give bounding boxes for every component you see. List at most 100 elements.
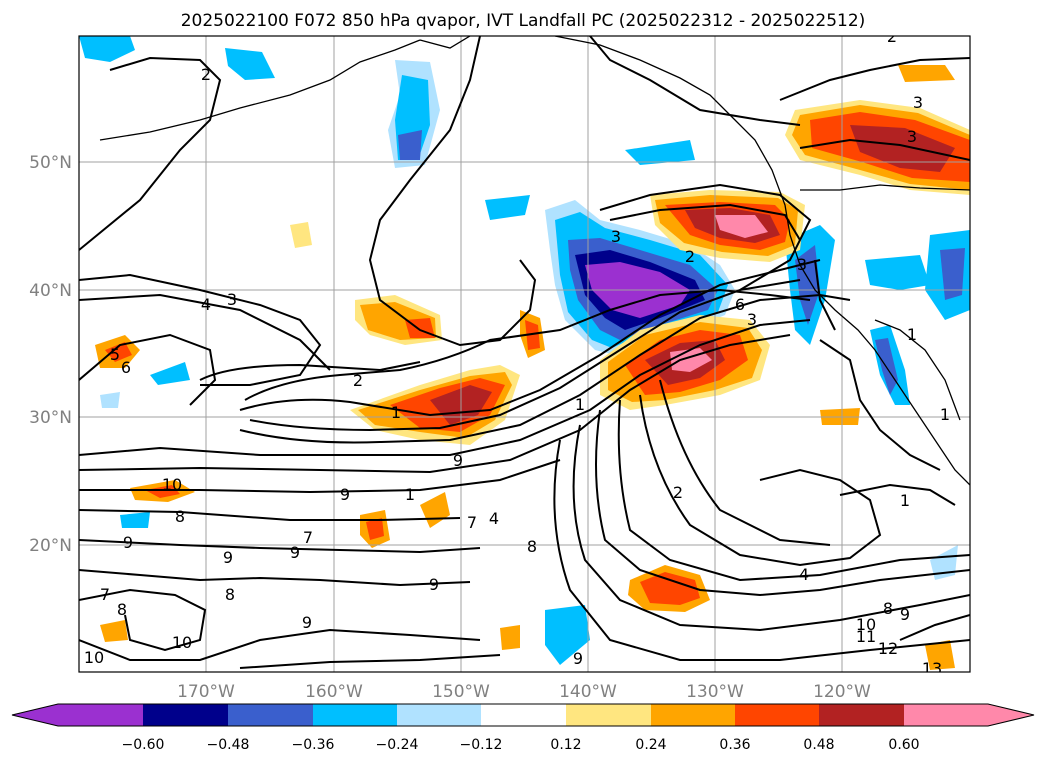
contour-label: 7 — [100, 585, 110, 604]
red-shade — [366, 518, 384, 540]
contour-line — [553, 439, 970, 661]
colorbar-tick: −0.60 — [122, 737, 165, 753]
contour-line — [617, 399, 970, 582]
contour-label: 13 — [922, 659, 942, 678]
contour-line — [599, 183, 812, 291]
contour-line — [899, 614, 970, 641]
colorbar-segment — [228, 704, 313, 726]
contour-labels: 2 3 4 3 5 6 2 1 9 9 1 10 8 9 9 9 7 8 7 4… — [84, 27, 950, 678]
contour-line — [79, 588, 207, 652]
contour-line — [79, 273, 322, 386]
red-shade — [105, 342, 132, 362]
map-content: 2 3 4 3 5 6 2 1 9 9 1 10 8 9 9 9 7 8 7 4… — [79, 27, 970, 678]
contour-label: 3 — [913, 93, 923, 112]
colorbar-tick: 0.48 — [803, 737, 834, 753]
contour-line — [79, 56, 222, 251]
colorbar-segment — [566, 704, 651, 726]
contour-line — [814, 259, 836, 331]
lon-tick: 150°W — [432, 682, 490, 702]
colorbar-segment — [481, 704, 566, 726]
lightblue-shade — [100, 392, 120, 408]
colorbar-tick: 0.60 — [888, 737, 919, 753]
contour-label: 9 — [290, 543, 300, 562]
contour-label: 4 — [799, 565, 809, 584]
contour-label: 11 — [856, 627, 876, 646]
contour-label: 5 — [110, 345, 120, 364]
lat-tick: 20°N — [29, 536, 72, 556]
contour-line — [639, 394, 882, 567]
contour-label: 9 — [573, 649, 583, 668]
contour-line — [595, 409, 970, 597]
contour-label: 8 — [527, 537, 537, 556]
contour-line — [244, 288, 811, 401]
red-shade — [145, 485, 180, 498]
contour-label: 9 — [223, 548, 233, 567]
lon-tick: 170°W — [177, 682, 235, 702]
contour-label: 4 — [201, 295, 211, 314]
contour-line — [609, 203, 801, 241]
colorbar-segment — [313, 704, 397, 726]
colorbar-tick: 0.12 — [550, 737, 581, 753]
aleutian-coast — [99, 39, 421, 141]
contour-label: 2 — [201, 65, 211, 84]
contour-line — [79, 319, 811, 456]
contour-label: 9 — [900, 605, 910, 624]
contour-line — [239, 654, 501, 669]
contour-label: 9 — [123, 533, 133, 552]
lat-tick-labels: 50°N 40°N 30°N 20°N — [29, 153, 72, 556]
red-shade — [525, 320, 540, 350]
colorbar-outline — [11, 703, 1035, 727]
lat-tick: 50°N — [29, 153, 72, 173]
contour-label: 9 — [340, 485, 350, 504]
colorbar-segment — [58, 704, 143, 726]
contour-label: 7 — [303, 528, 313, 547]
contour-label: 1 — [405, 485, 415, 504]
orange-shade — [100, 620, 128, 642]
colorbar-tick: −0.24 — [376, 737, 419, 753]
pink-shade — [715, 215, 768, 238]
contour-line — [79, 569, 471, 587]
contour-label: 2 — [673, 483, 683, 502]
contour-line — [239, 259, 821, 417]
lon-tick: 120°W — [813, 682, 871, 702]
yellow-shade — [290, 222, 312, 248]
contour-label: 2 — [685, 247, 695, 266]
contour-label: 12 — [878, 639, 898, 658]
darkred-shade — [850, 125, 955, 172]
contour-label: 1 — [907, 325, 917, 344]
contour-label: 9 — [302, 613, 312, 632]
lon-tick: 130°W — [686, 682, 744, 702]
contour-label: 3 — [797, 255, 807, 274]
colorbar-tick: −0.36 — [292, 737, 335, 753]
lon-tick-labels: 170°W 160°W 150°W 140°W 130°W 120°W — [177, 682, 871, 702]
contour-label: 8 — [175, 507, 185, 526]
contour-label: 10 — [856, 615, 876, 634]
blue-shade — [225, 48, 275, 80]
contour-line — [79, 459, 561, 494]
contour-label: 8 — [117, 600, 127, 619]
contour-label: 3 — [907, 127, 917, 146]
graticule — [79, 36, 970, 672]
contour-label: 6 — [121, 358, 131, 377]
contour-label: 2 — [887, 27, 897, 46]
contour-line — [839, 483, 956, 506]
contour-label: 10 — [172, 633, 192, 652]
contour-label: 9 — [429, 575, 439, 594]
orange-shade — [925, 640, 955, 670]
contour-label: 3 — [747, 310, 757, 329]
blue-shade — [150, 362, 190, 385]
contour-line — [249, 279, 801, 432]
blue-shade — [485, 195, 530, 220]
contour-line — [799, 138, 970, 161]
contour-label: 1 — [940, 405, 950, 424]
contour-line — [79, 334, 791, 474]
blue-shade — [865, 255, 930, 290]
contour-label: 2 — [353, 371, 363, 390]
lat-tick: 30°N — [29, 408, 72, 428]
orange-shade — [898, 65, 955, 82]
lon-tick: 140°W — [559, 682, 617, 702]
colorbar-segment — [651, 704, 735, 726]
contour-label: 10 — [162, 475, 182, 494]
contour-layer — [79, 36, 970, 669]
